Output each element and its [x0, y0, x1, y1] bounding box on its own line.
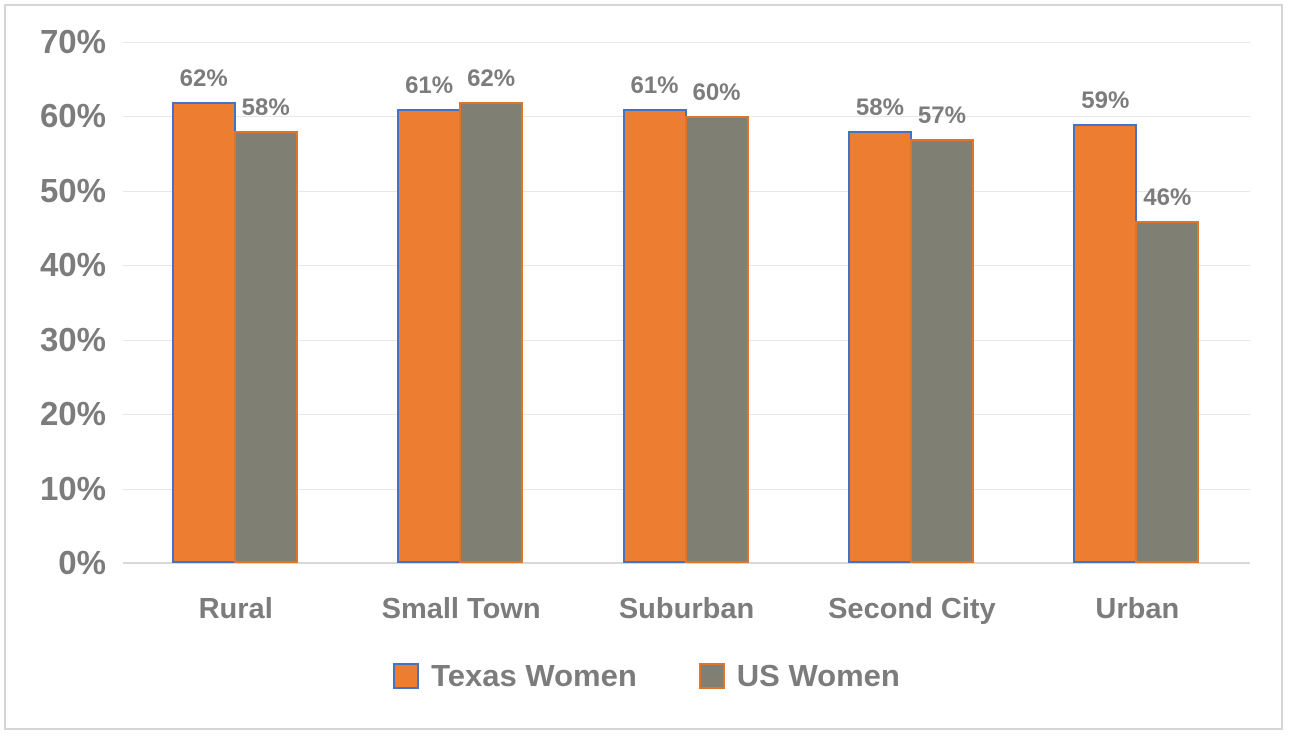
bar-value-label-texas-women-second-city: 58%	[855, 94, 904, 122]
bar-value-label-us-women-rural: 58%	[241, 94, 290, 122]
bar-texas-women-rural	[171, 101, 236, 563]
category-label-small-town: Small Town	[381, 593, 541, 625]
bar-value-label-texas-women-suburban: 61%	[630, 71, 679, 99]
legend-label-texas-women: Texas Women	[431, 658, 637, 693]
bar-us-women-rural	[233, 131, 298, 563]
bar-value-label-us-women-second-city: 57%	[917, 101, 966, 129]
bar-value-label-texas-women-rural: 62%	[179, 64, 228, 92]
bar-value-label-us-women-suburban: 60%	[692, 79, 741, 107]
legend-swatch-us-women	[698, 663, 725, 689]
y-tick-label-50%: 50%	[39, 171, 106, 209]
bar-texas-women-second-city	[847, 131, 912, 563]
gridline-0%	[123, 562, 1250, 564]
legend: Texas Women US Women	[0, 658, 1293, 694]
bar-us-women-suburban	[684, 116, 749, 563]
bar-us-women-urban	[1135, 220, 1200, 563]
category-label-urban: Urban	[1095, 593, 1180, 625]
y-tick-label-40%: 40%	[39, 246, 106, 284]
bar-texas-women-suburban	[622, 108, 687, 563]
bar-us-women-second-city	[909, 138, 974, 563]
bar-value-label-us-women-urban: 46%	[1143, 183, 1192, 211]
legend-swatch-texas-women	[393, 663, 420, 689]
legend-item-texas-women: Texas Women	[393, 658, 637, 694]
legend-label-us-women: US Women	[736, 658, 900, 693]
y-tick-label-0%: 0%	[58, 544, 106, 581]
y-tick-label-20%: 20%	[39, 395, 106, 433]
bar-value-label-texas-women-small-town: 61%	[405, 71, 454, 99]
y-tick-label-60%: 60%	[39, 97, 106, 135]
y-tick-label-70%: 70%	[39, 23, 106, 60]
category-label-rural: Rural	[198, 593, 273, 625]
legend-item-us-women: US Women	[698, 658, 900, 694]
bar-value-label-texas-women-urban: 59%	[1081, 86, 1130, 114]
y-tick-label-30%: 30%	[39, 320, 106, 358]
category-label-suburban: Suburban	[618, 593, 755, 625]
bar-us-women-small-town	[459, 101, 524, 563]
bar-texas-women-urban	[1073, 123, 1138, 563]
gridline-70%	[123, 42, 1250, 43]
category-label-second-city: Second City	[828, 593, 996, 625]
y-tick-label-10%: 10%	[39, 469, 106, 507]
bar-value-label-us-women-small-town: 62%	[467, 64, 516, 92]
bar-texas-women-small-town	[397, 108, 462, 563]
